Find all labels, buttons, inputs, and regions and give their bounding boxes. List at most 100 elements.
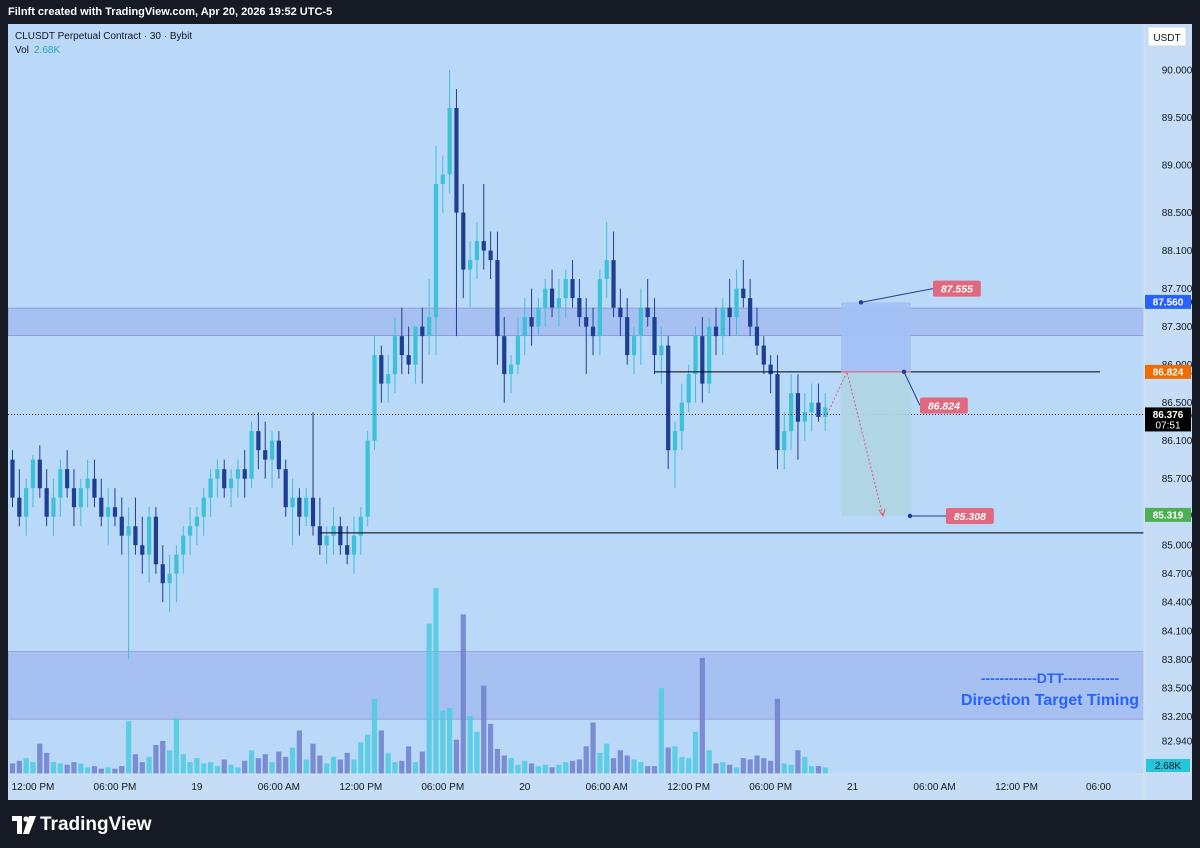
volume-bar <box>228 764 234 774</box>
dtt-annotation-line: ------------DTT------------ <box>981 670 1120 686</box>
candle-body <box>508 364 514 375</box>
candle-body <box>488 250 493 261</box>
volume-axis-value: 2.68K <box>1155 761 1181 772</box>
volume-bar <box>351 759 357 774</box>
volume-bar <box>166 750 173 774</box>
time-tick-label: 20 <box>519 782 531 793</box>
volume-bar <box>310 743 316 774</box>
volume-bar <box>146 756 152 774</box>
candle-body <box>795 393 801 422</box>
price-tick-label: 88.100 <box>1162 246 1192 257</box>
price-tick-label: 89.500 <box>1162 113 1192 124</box>
candle-body <box>276 440 281 470</box>
time-axis[interactable]: 12:00 PM 06:00 PM 19 06:00 AM 12:00 PM 06:00 … <box>12 782 1112 793</box>
volume-bar <box>713 763 719 774</box>
volume-bar <box>617 750 623 774</box>
candle-body <box>543 288 548 308</box>
time-tick-label: 06:00 <box>1086 782 1111 793</box>
credit-text: Filnft created with TradingView.com, Apr… <box>8 6 333 18</box>
volume-bar <box>105 767 111 774</box>
volume-bar <box>809 766 815 774</box>
volume-bar <box>433 588 439 774</box>
volume-bar <box>501 755 507 774</box>
volume-bar <box>242 760 248 774</box>
entry-anchor <box>901 369 907 375</box>
volume-bar <box>187 762 193 774</box>
candlestick-chart[interactable]: 87.555 86.824 85.308 CLUSDT Perpetual Cont… <box>7 24 1193 800</box>
candle-body <box>440 174 445 185</box>
candle-body <box>816 402 821 417</box>
volume-bar <box>508 758 514 774</box>
volume-bar <box>392 762 398 774</box>
volume-bar <box>317 755 323 774</box>
time-tick-label: 06:00 AM <box>913 782 955 793</box>
price-tick-label: 88.500 <box>1162 208 1192 219</box>
tradingview-logo[interactable]: TradingView <box>12 814 152 836</box>
stop-anchor <box>858 300 864 305</box>
volume-bar <box>426 623 432 774</box>
volume-bar <box>98 768 104 774</box>
volume-bar <box>207 762 214 774</box>
price-tick-label: 84.700 <box>1162 569 1192 580</box>
candle-body <box>167 573 172 584</box>
volume-bar <box>235 767 241 774</box>
currency-button[interactable]: USDT <box>1147 26 1187 47</box>
candle-body <box>652 317 657 356</box>
volume-bar <box>822 767 828 774</box>
volume-bar <box>815 766 822 774</box>
candle-body <box>802 412 807 422</box>
volume-bar <box>399 760 405 774</box>
volume-bar <box>9 763 16 774</box>
candle-body <box>734 288 739 318</box>
volume-bar <box>371 698 378 774</box>
entry-label-box <box>920 397 968 414</box>
candle-body <box>638 307 643 337</box>
projection-arrowhead <box>878 508 886 518</box>
volume-bar <box>358 742 364 774</box>
candle-body <box>590 326 596 337</box>
candle-body <box>454 108 459 213</box>
candle-body <box>461 212 466 270</box>
volume-bar <box>126 721 132 774</box>
entry-connector <box>903 371 921 406</box>
volume-bar <box>474 731 480 774</box>
candle-body <box>65 469 70 489</box>
candle-body <box>365 440 370 517</box>
price-badge <box>1145 507 1191 522</box>
candle-body <box>147 516 152 555</box>
volume-bar <box>269 762 275 774</box>
projection-path <box>826 370 884 517</box>
price-badge <box>1145 407 1191 432</box>
volume-bar <box>324 763 330 774</box>
volume-bar <box>289 747 296 774</box>
volume-bar <box>740 758 746 774</box>
candle-body <box>78 488 83 508</box>
candle-body <box>625 317 630 356</box>
time-tick-label: 12:00 PM <box>995 782 1038 793</box>
candle-body <box>249 431 254 479</box>
volume-bar <box>528 763 535 774</box>
volume-bar <box>542 764 548 774</box>
price-tick-label: 86.500 <box>1162 398 1192 409</box>
volume-bar <box>549 767 555 774</box>
volume-bar <box>733 767 740 774</box>
volume-bar <box>481 685 487 774</box>
candle-body <box>372 355 377 441</box>
volume-bar <box>30 762 36 774</box>
candle-body <box>85 478 90 489</box>
volume-bar <box>488 723 494 774</box>
tradingview-logo-icon <box>12 816 36 834</box>
volume-bar <box>37 743 43 774</box>
candle-body <box>577 298 582 318</box>
price-tick-label: 84.400 <box>1162 598 1192 609</box>
price-tick-label: 87.700 <box>1162 284 1192 295</box>
candle-body <box>474 241 480 261</box>
price-axis[interactable]: 82.940 83.200 83.500 83.800 84.100 84.400 84.7… <box>1145 66 1193 748</box>
candle-body <box>823 407 828 417</box>
volume-bar <box>419 751 425 774</box>
candle-body <box>92 478 97 498</box>
volume-bar <box>344 752 350 774</box>
volume-bar <box>255 758 261 774</box>
volume-bar <box>153 744 159 774</box>
volume-bar <box>50 762 57 774</box>
